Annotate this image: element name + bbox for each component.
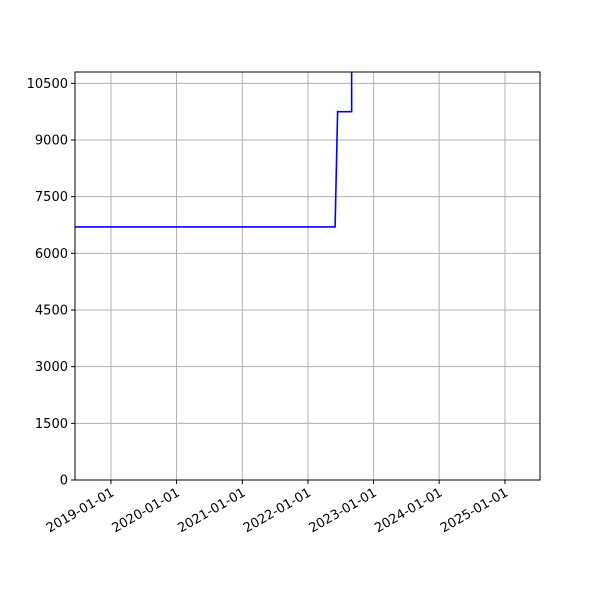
- y-tick-label: 1500: [35, 417, 68, 432]
- y-tick-label: 10500: [27, 77, 68, 92]
- y-tick-label: 7500: [35, 190, 68, 205]
- series-layer: [75, 72, 353, 228]
- y-tick-label: 0: [60, 474, 68, 489]
- series-line: [75, 72, 353, 228]
- y-tick-label: 3000: [35, 360, 68, 375]
- y-axis: 0 1500 3000 4500 6000 7500 9000 10500: [27, 77, 75, 489]
- grid: [75, 72, 540, 481]
- y-tick-label: 9000: [35, 134, 68, 149]
- y-tick-label: 4500: [35, 304, 68, 319]
- y-tick-label: 6000: [35, 247, 68, 262]
